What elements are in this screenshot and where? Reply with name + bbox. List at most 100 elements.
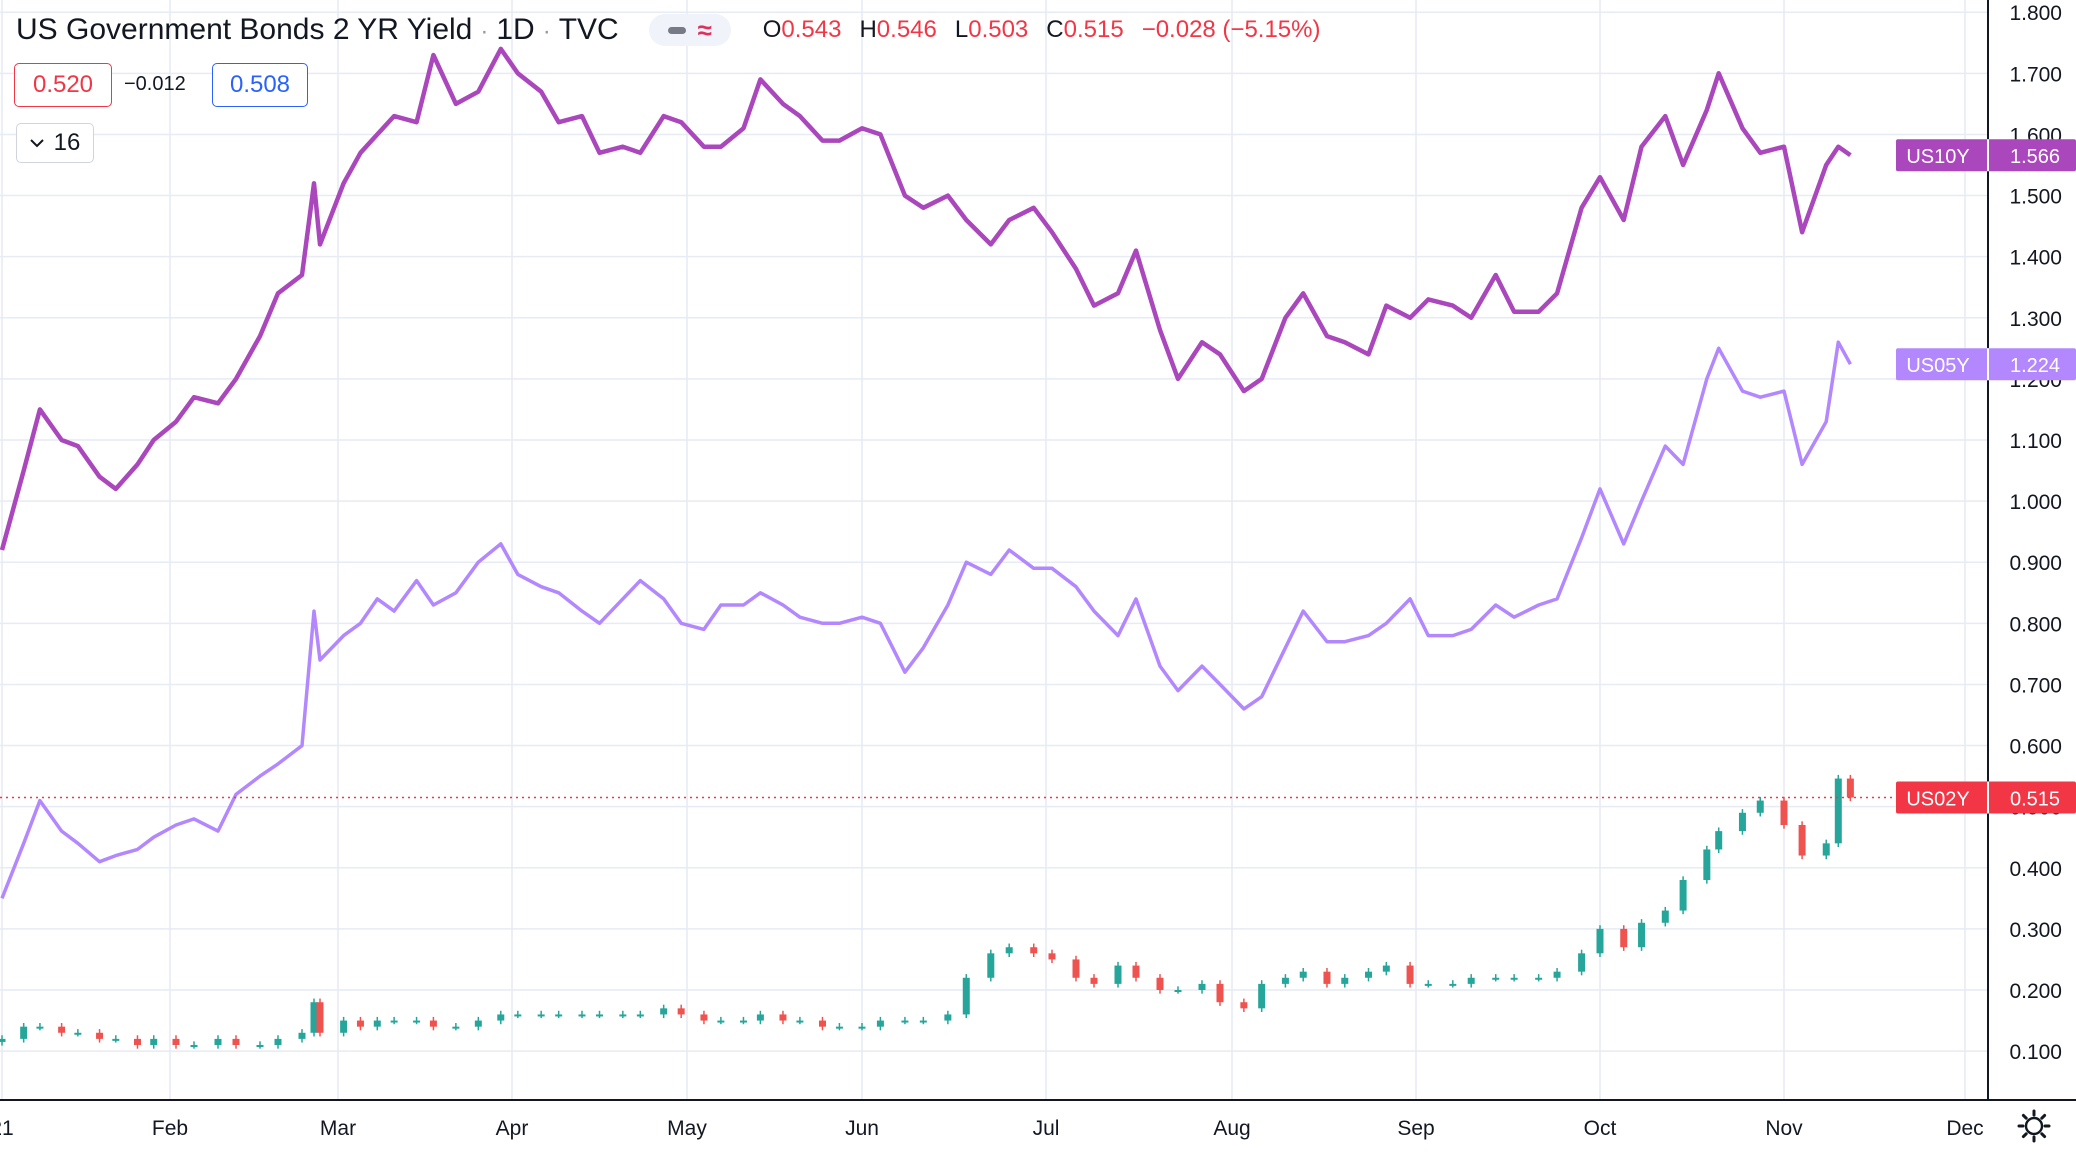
candle-body bbox=[1756, 800, 1764, 813]
candle-body bbox=[413, 1020, 421, 1023]
candle-body bbox=[1424, 983, 1432, 986]
ohlc-high: H0.546 bbox=[859, 16, 937, 43]
candle-body bbox=[1798, 825, 1806, 856]
candle-body bbox=[818, 1020, 826, 1027]
time-axis[interactable]: 21 Feb Mar Apr May Jun Jul Aug Sep Oct Nov Dec bbox=[0, 1117, 1984, 1140]
candle-body bbox=[1834, 778, 1842, 844]
ohlc-values: O0.543 H0.546 L0.503 C0.515 −0.028 (−5.1… bbox=[763, 16, 1321, 44]
minus-icon bbox=[667, 26, 686, 34]
x-tick-label: Aug bbox=[1213, 1117, 1250, 1140]
badge-value: 1.566 bbox=[2010, 146, 2060, 168]
candle-body bbox=[619, 1014, 627, 1017]
candle-body bbox=[36, 1026, 44, 1029]
candle-body bbox=[1281, 977, 1289, 984]
candle-body bbox=[1030, 947, 1038, 954]
y-tick-label: 1.100 bbox=[2009, 430, 2062, 453]
badge-value: 1.224 bbox=[2010, 355, 2060, 377]
candle-body bbox=[756, 1014, 764, 1021]
candle-body bbox=[1365, 971, 1373, 978]
buy-price-button[interactable]: 0.508 bbox=[212, 63, 308, 107]
y-tick-label: 0.600 bbox=[2009, 736, 2062, 759]
candle-body bbox=[596, 1014, 603, 1017]
candle-body bbox=[835, 1026, 843, 1029]
candle-body bbox=[1174, 990, 1182, 992]
candle-body bbox=[340, 1020, 348, 1033]
spread-value: −0.012 bbox=[124, 73, 186, 95]
series-badges: US10Y 1.566 US05Y 1.224 US02Y 0.515 bbox=[1896, 139, 2076, 814]
grid-lines bbox=[0, 0, 1988, 1100]
x-tick-label: 21 bbox=[0, 1117, 14, 1140]
candle-body bbox=[1156, 977, 1164, 990]
candle-body bbox=[1467, 977, 1475, 984]
chevron-down-icon bbox=[29, 139, 44, 148]
candle-body bbox=[497, 1014, 505, 1021]
header-separator: · bbox=[542, 18, 551, 45]
candle-body bbox=[1679, 880, 1687, 911]
candle-body bbox=[677, 1008, 685, 1015]
y-tick-label: 0.800 bbox=[2009, 613, 2062, 636]
badge-name: US10Y bbox=[1906, 146, 1969, 168]
sell-price-button[interactable]: 0.520 bbox=[14, 63, 112, 107]
candle-body bbox=[1114, 965, 1122, 984]
y-tick-label: 1.400 bbox=[2009, 247, 2062, 270]
source-label: TVC bbox=[558, 13, 619, 46]
x-tick-label: Dec bbox=[1946, 1117, 1983, 1140]
candle-body bbox=[901, 1020, 909, 1023]
candle-body bbox=[1738, 812, 1746, 832]
y-tick-label: 1.800 bbox=[2009, 2, 2062, 25]
symbol-title[interactable]: US Government Bonds 2 YR Yield · 1D · TVC bbox=[16, 13, 619, 47]
y-tick-label: 0.400 bbox=[2009, 858, 2062, 881]
candle-body bbox=[1090, 977, 1098, 984]
indicators-collapse-button[interactable]: 16 bbox=[16, 123, 94, 163]
candle-body bbox=[1048, 953, 1056, 960]
y-tick-label: 0.100 bbox=[2009, 1041, 2062, 1064]
candle-body bbox=[390, 1020, 398, 1023]
candle-body bbox=[636, 1014, 644, 1017]
gear-icon[interactable] bbox=[2016, 1108, 2052, 1144]
candle-body bbox=[20, 1026, 28, 1039]
candle-body bbox=[1661, 910, 1669, 923]
candle-body bbox=[316, 1002, 324, 1033]
candle-body bbox=[232, 1038, 240, 1045]
candle-body bbox=[474, 1020, 482, 1027]
candle-body bbox=[1198, 983, 1206, 990]
candle-body bbox=[214, 1038, 222, 1045]
candle-body bbox=[1535, 977, 1543, 980]
candle-body bbox=[987, 953, 995, 978]
candle-body bbox=[1382, 965, 1390, 972]
candle-body bbox=[514, 1014, 522, 1017]
candle-body bbox=[1323, 971, 1331, 984]
x-tick-label: Jul bbox=[1033, 1117, 1060, 1140]
candle-body bbox=[858, 1026, 866, 1029]
candle-body bbox=[452, 1026, 460, 1029]
candle-body bbox=[779, 1014, 787, 1021]
candle-body bbox=[1492, 977, 1500, 980]
candle-body bbox=[1216, 983, 1224, 1003]
y-tick-label: 0.200 bbox=[2009, 980, 2062, 1003]
badge-name: US05Y bbox=[1906, 355, 1969, 377]
x-tick-label: Feb bbox=[152, 1117, 188, 1140]
candle-body bbox=[1341, 977, 1349, 984]
candle-body bbox=[1703, 849, 1711, 880]
candle-body bbox=[96, 1032, 104, 1039]
candle-body bbox=[739, 1020, 747, 1023]
candle-body bbox=[660, 1008, 668, 1015]
candle-body bbox=[962, 977, 970, 1015]
y-tick-label: 1.000 bbox=[2009, 491, 2062, 514]
candle-body bbox=[537, 1014, 545, 1017]
candle-body bbox=[717, 1020, 725, 1023]
candle-body bbox=[274, 1038, 282, 1045]
ohlc-open: O0.543 bbox=[762, 16, 842, 43]
y-tick-label: 1.500 bbox=[2009, 186, 2062, 209]
y-tick-label: 1.300 bbox=[2009, 308, 2062, 331]
candle-body bbox=[555, 1014, 563, 1017]
candle-body bbox=[190, 1045, 198, 1047]
candle-body bbox=[310, 1002, 318, 1033]
candle-body bbox=[578, 1014, 586, 1017]
candle-body bbox=[373, 1020, 381, 1027]
x-tick-label: Sep bbox=[1397, 1117, 1434, 1140]
candle-body bbox=[256, 1045, 264, 1047]
interval-label: 1D bbox=[496, 13, 535, 46]
legend-toggle[interactable]: ≈ bbox=[648, 14, 731, 46]
